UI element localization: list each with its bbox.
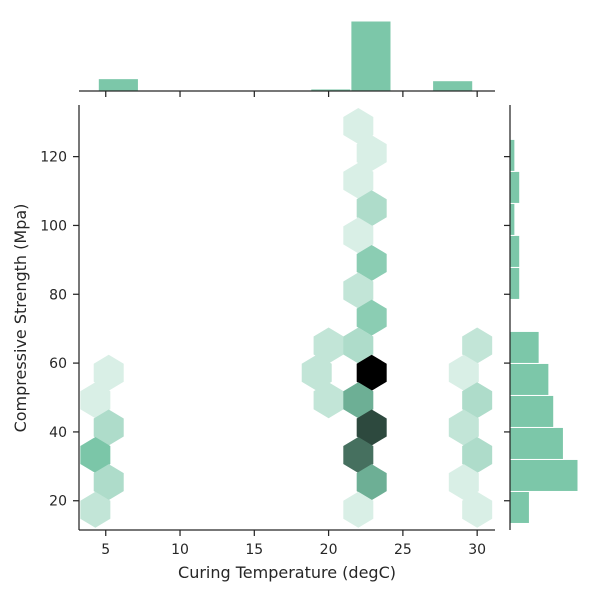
hexbin-cell [356, 409, 387, 446]
marginal-y-histogram [509, 138, 579, 524]
hexbin-cell [80, 436, 111, 473]
x-tick-label: 10 [171, 542, 189, 558]
y-tick-label: 80 [49, 287, 67, 303]
hexbin-cell [356, 464, 387, 501]
y-axis-label: Compressive Strength (Mpa) [11, 204, 30, 433]
hexbin-cell [356, 135, 387, 172]
hexbin-cell [301, 354, 332, 391]
hexbin-cell [343, 382, 374, 419]
x-tick-label: 15 [245, 542, 263, 558]
hexbin-cell [80, 491, 111, 528]
x-tick-label: 20 [320, 542, 338, 558]
hexbin-cell [462, 491, 493, 528]
hexbin-cell [462, 382, 493, 419]
hexbin-cell [343, 327, 374, 364]
y-tick-label: 20 [49, 494, 67, 510]
x-tick-label: 30 [468, 542, 486, 558]
hexbin-cell [93, 464, 124, 501]
marginal-y-bar [509, 202, 516, 236]
hexbin-cell [93, 354, 124, 391]
marginal-y-bar [509, 330, 540, 364]
hexbin-cell [448, 409, 479, 446]
hexbin-cell [313, 382, 344, 419]
marginal-y-bar [509, 234, 521, 268]
marginal-y-bar [509, 170, 521, 204]
marginal-y-bar [509, 394, 555, 428]
hexbin-cell [448, 464, 479, 501]
hexbin-cell [93, 409, 124, 446]
marginal-x-histogram [97, 20, 474, 92]
x-axis-label: Curing Temperature (degC) [178, 563, 396, 582]
hexbin-cell [343, 272, 374, 309]
marginal-y-bar [509, 362, 550, 396]
hexbin-cell [462, 436, 493, 473]
hexbin-cell [343, 217, 374, 254]
hexbin-cell [356, 354, 387, 391]
marginal-y-bar [509, 490, 530, 524]
hexbin-cell [343, 491, 374, 528]
hexbin-layer [80, 107, 493, 528]
y-tick-label: 100 [40, 218, 67, 234]
hexbin-cell [462, 327, 493, 364]
hexbin-cell [356, 244, 387, 281]
x-tick-label: 5 [101, 542, 110, 558]
x-tick-label: 25 [394, 542, 412, 558]
marginal-y-bar [509, 266, 521, 300]
marginal-x-bar [432, 80, 474, 92]
hexbin-cell [343, 162, 374, 199]
y-tick-label: 40 [49, 425, 67, 441]
y-tick-label: 120 [40, 150, 67, 166]
y-tick-label: 60 [49, 356, 67, 372]
marginal-y-bar [509, 458, 579, 492]
hexbin-cell [343, 107, 374, 144]
hexbin-cell [80, 382, 111, 419]
marginal-y-bar [509, 138, 516, 172]
hexbin-cell [356, 299, 387, 336]
marginal-y-bar [509, 426, 564, 460]
hexbin-cell [448, 354, 479, 391]
hexbin-cell [343, 436, 374, 473]
hexbin-cell [356, 190, 387, 227]
axes-layer: 5 10 15 20 25 30 20 40 60 80 100 120 [40, 90, 511, 558]
marginal-x-bar [97, 78, 139, 92]
marginal-x-bar [350, 20, 392, 92]
hexbin-cell [313, 327, 344, 364]
